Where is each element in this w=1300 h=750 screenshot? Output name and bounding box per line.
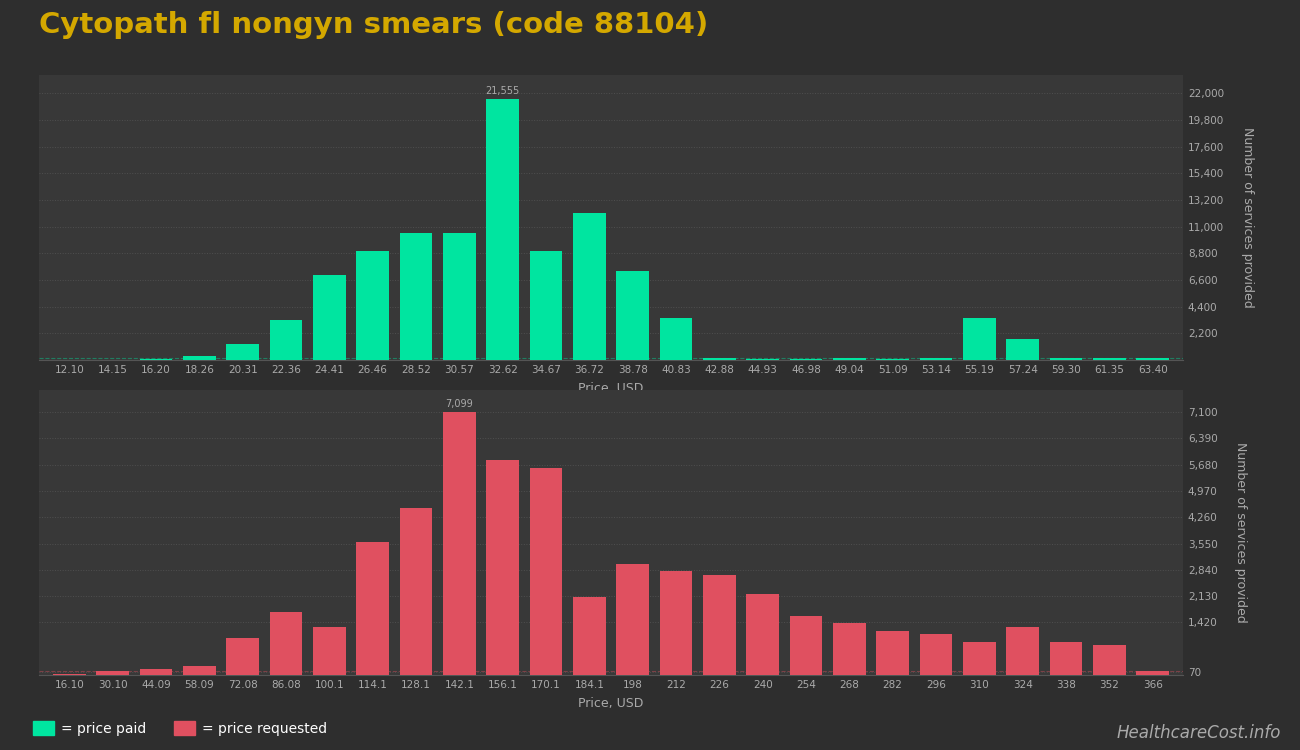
Bar: [96, 671, 129, 675]
Bar: [616, 272, 649, 360]
Bar: [356, 542, 389, 675]
Bar: [400, 232, 432, 360]
Bar: [1093, 646, 1126, 675]
Bar: [226, 638, 259, 675]
Bar: [1006, 340, 1039, 360]
Bar: [270, 320, 302, 360]
Bar: [920, 358, 952, 360]
Legend: = price paid, = price requested: = price paid, = price requested: [32, 721, 326, 736]
Bar: [746, 593, 779, 675]
Bar: [1050, 642, 1082, 675]
Bar: [876, 631, 909, 675]
Bar: [703, 575, 736, 675]
Y-axis label: Number of services provided: Number of services provided: [1234, 442, 1247, 622]
Bar: [790, 358, 823, 360]
Bar: [573, 597, 606, 675]
Bar: [660, 572, 693, 675]
Bar: [963, 317, 996, 360]
Bar: [443, 232, 476, 360]
Bar: [1050, 358, 1082, 360]
X-axis label: Price, USD: Price, USD: [578, 382, 644, 394]
Y-axis label: Number of services provided: Number of services provided: [1240, 127, 1253, 308]
Bar: [400, 509, 432, 675]
Bar: [140, 670, 172, 675]
Bar: [530, 251, 562, 360]
Bar: [703, 358, 736, 360]
Bar: [963, 642, 996, 675]
Bar: [790, 616, 823, 675]
Bar: [530, 468, 562, 675]
Bar: [616, 564, 649, 675]
Text: 21,555: 21,555: [485, 86, 520, 96]
X-axis label: Price, USD: Price, USD: [578, 697, 644, 709]
Bar: [833, 358, 866, 360]
Bar: [270, 612, 302, 675]
Bar: [443, 413, 476, 675]
Bar: [920, 634, 952, 675]
Bar: [1136, 671, 1169, 675]
Text: HealthcareCost.info: HealthcareCost.info: [1117, 724, 1280, 742]
Text: 7,099: 7,099: [446, 399, 473, 410]
Bar: [1093, 358, 1126, 360]
Bar: [183, 666, 216, 675]
Bar: [660, 317, 693, 360]
Bar: [876, 359, 909, 360]
Bar: [833, 623, 866, 675]
Bar: [1006, 627, 1039, 675]
Text: Cytopath fl nongyn smears (code 88104): Cytopath fl nongyn smears (code 88104): [39, 11, 708, 39]
Bar: [746, 359, 779, 360]
Bar: [486, 98, 519, 360]
Bar: [1136, 358, 1169, 360]
Bar: [313, 627, 346, 675]
Bar: [313, 275, 346, 360]
Bar: [573, 213, 606, 360]
Bar: [226, 344, 259, 360]
Bar: [356, 251, 389, 360]
Bar: [486, 460, 519, 675]
Bar: [183, 356, 216, 360]
